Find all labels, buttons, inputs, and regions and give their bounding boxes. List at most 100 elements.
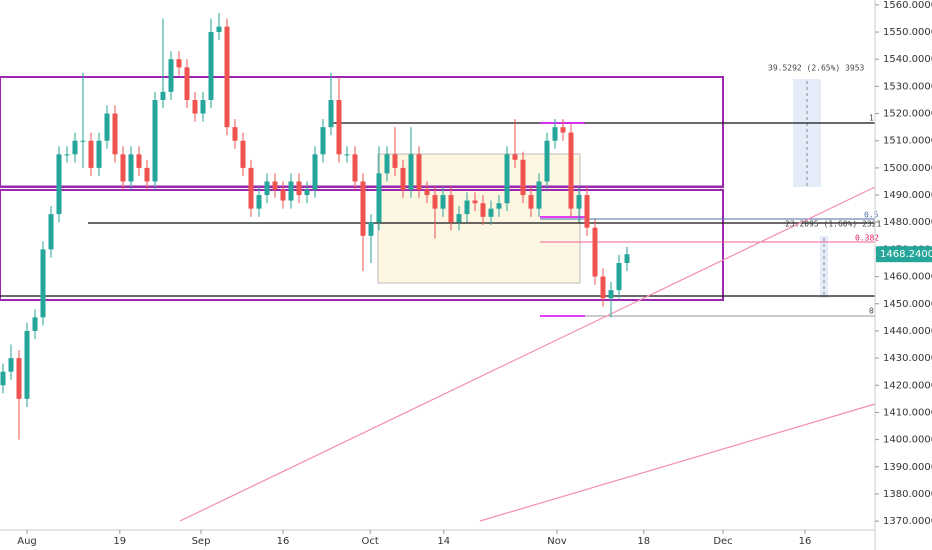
candle-body: [0, 371, 6, 386]
candle-body: [152, 99, 158, 182]
candle-body: [352, 154, 358, 182]
candle-body: [296, 181, 302, 196]
candle-body: [56, 154, 62, 215]
x-tick-label: Dec: [713, 536, 732, 547]
y-tick-label: 1440.0000: [883, 326, 932, 337]
candle-body: [360, 181, 366, 236]
y-tick-label: 1540.0000: [883, 54, 932, 65]
y-tick-label: 1400.0000: [883, 435, 932, 446]
x-tick-label: Aug: [17, 536, 37, 547]
candle-body: [528, 195, 534, 209]
candle-body: [104, 113, 110, 141]
y-tick-label: 1490.0000: [883, 190, 932, 201]
x-tick-label: 16: [799, 536, 812, 547]
candle-body: [328, 99, 334, 128]
y-tick-label: 1510.0000: [883, 136, 932, 147]
candle-body: [272, 181, 278, 190]
candle-body: [416, 154, 422, 190]
candle-body: [136, 154, 142, 168]
candle-body: [216, 26, 222, 33]
candle-body: [504, 154, 510, 204]
candle-body: [72, 140, 78, 155]
candle-body: [456, 214, 462, 223]
candle-body: [224, 26, 230, 128]
candle-body: [472, 200, 478, 204]
candle-body: [128, 154, 134, 182]
x-tick-label: Oct: [362, 536, 379, 547]
candle-body: [616, 263, 622, 291]
fib-label: 1: [869, 114, 874, 123]
candle-body: [160, 91, 166, 100]
candle-body: [232, 127, 238, 141]
measure-box: [793, 79, 821, 187]
fib-label: 0.5: [864, 211, 879, 220]
x-tick-label: 18: [637, 536, 650, 547]
candle-body: [48, 214, 54, 250]
candle-body: [344, 154, 350, 156]
y-tick-label: 1410.0000: [883, 407, 932, 418]
y-tick-label: 1430.0000: [883, 353, 932, 364]
candle-body: [8, 358, 14, 372]
fib-label: 0: [869, 307, 874, 316]
y-tick-label: 1530.0000: [883, 81, 932, 92]
candle-body: [408, 154, 414, 190]
trend-line: [179, 186, 876, 522]
candle-body: [376, 173, 382, 223]
y-tick-label: 1370.0000: [883, 516, 932, 527]
y-tick-label: 1500.0000: [883, 163, 932, 174]
y-tick-label: 1450.0000: [883, 299, 932, 310]
candle-body: [32, 317, 38, 331]
candle-body: [312, 154, 318, 190]
y-tick-label: 1460.0000: [883, 272, 932, 283]
y-tick-label: 1380.0000: [883, 489, 932, 500]
candle-body: [400, 167, 406, 190]
x-tick-label: Sep: [192, 536, 211, 547]
x-tick-label: 19: [113, 536, 126, 547]
candle-body: [552, 127, 558, 141]
candle-body: [264, 181, 270, 196]
candle-body: [248, 167, 254, 209]
candle-body: [256, 195, 262, 209]
candle-body: [24, 330, 30, 399]
candle-body: [168, 59, 174, 92]
candle-body: [112, 113, 118, 155]
candle-body: [448, 195, 454, 223]
y-tick-label: 1480.0000: [883, 217, 932, 228]
candle-body: [496, 203, 502, 209]
candle-body: [384, 154, 390, 174]
candle-body: [208, 32, 214, 100]
candle-body: [544, 140, 550, 182]
candle-body: [576, 195, 582, 209]
candle-body: [144, 167, 150, 182]
x-tick-label: 14: [437, 536, 450, 547]
y-tick-label: 1390.0000: [883, 462, 932, 473]
candle-body: [200, 99, 206, 114]
y-tick-label: 1520.0000: [883, 109, 932, 120]
candle-body: [520, 159, 526, 196]
candle-body: [280, 189, 286, 201]
candle-body: [192, 99, 198, 114]
candle-body: [240, 140, 246, 168]
candle-body: [600, 276, 606, 299]
measure-box: [820, 236, 828, 298]
candle-body: [536, 181, 542, 209]
candle-body: [176, 59, 182, 68]
candle-body: [184, 67, 190, 100]
candle-body: [96, 140, 102, 168]
candle-body: [288, 181, 294, 201]
candle-body: [624, 254, 630, 263]
candle-body: [592, 227, 598, 277]
candle-body: [480, 203, 486, 217]
y-tick-label: 1420.0000: [883, 380, 932, 391]
candle-body: [80, 140, 86, 142]
candle-body: [512, 154, 518, 160]
fib-label: 0.382: [855, 234, 879, 243]
candle-body: [40, 249, 46, 318]
candle-body: [16, 358, 22, 399]
candle-body: [88, 140, 94, 168]
candle-body: [440, 195, 446, 209]
candle-body: [320, 127, 326, 155]
measure-label: 23.2095 (1.60%) 2321: [785, 220, 882, 229]
drawings: 39.5292 (2.65%) 3953 23.2095 (1.60%) 232…: [0, 64, 882, 522]
